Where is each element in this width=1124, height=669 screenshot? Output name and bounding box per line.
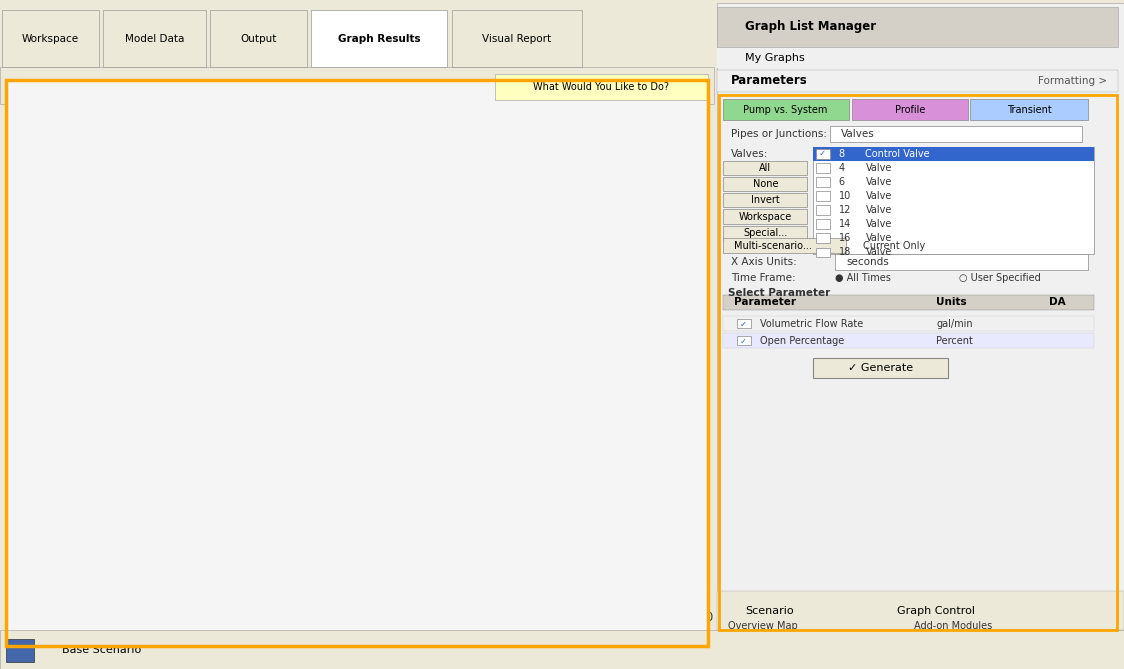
Text: Multi-scenario...: Multi-scenario...	[734, 241, 813, 250]
Text: Pump vs. System: Pump vs. System	[743, 105, 828, 114]
Text: Invert: Invert	[751, 195, 780, 205]
Text: Valve: Valve	[865, 177, 891, 187]
Text: DA: DA	[1049, 298, 1066, 307]
Text: Valve: Valve	[865, 205, 891, 215]
Text: 8: 8	[839, 149, 844, 159]
Text: Valve: Valve	[865, 219, 891, 229]
Text: Workspace: Workspace	[738, 212, 792, 221]
Text: Workspace: Workspace	[22, 35, 79, 44]
Text: 6: 6	[839, 177, 844, 187]
Text: 14: 14	[839, 219, 851, 229]
Text: Select Parameter: Select Parameter	[728, 288, 831, 298]
Text: Valve: Valve	[865, 163, 891, 173]
Text: ○ User Specified: ○ User Specified	[959, 274, 1041, 283]
Text: Valves:: Valves:	[731, 149, 768, 159]
Y-axis label: Volumetric Flow Rat...: Volumetric Flow Rat...	[54, 162, 66, 290]
Text: Parameters: Parameters	[731, 74, 807, 88]
Text: 4: 4	[839, 163, 844, 173]
Text: ✓ Generate: ✓ Generate	[847, 363, 913, 373]
Text: All: All	[760, 163, 771, 173]
Text: Time Frame:: Time Frame:	[731, 274, 795, 283]
Text: Model Data: Model Data	[125, 35, 184, 44]
Y-axis label: Open Percentage (...: Open Percentage (...	[47, 422, 60, 544]
Text: Special...: Special...	[743, 229, 788, 238]
Text: Current Only: Current Only	[863, 241, 925, 250]
Text: Output: Output	[241, 35, 277, 44]
Text: Transient: Transient	[1007, 105, 1051, 114]
Text: ✓: ✓	[818, 149, 825, 159]
Text: seconds: seconds	[846, 258, 889, 267]
Text: Valve: Valve	[865, 191, 891, 201]
Text: Graph List Manager: Graph List Manager	[745, 20, 877, 33]
Legend: Open Percentage - Junction 8: Open Percentage - Junction 8	[483, 571, 696, 596]
Text: Valve: Valve	[865, 248, 891, 257]
Text: Parameter: Parameter	[734, 298, 796, 307]
Text: Volumetric Flow Rate: Volumetric Flow Rate	[760, 320, 863, 329]
Text: None: None	[753, 179, 778, 189]
Text: Pipes or Junctions:: Pipes or Junctions:	[731, 129, 826, 138]
Text: My Graphs: My Graphs	[745, 54, 805, 63]
Text: Overview Map: Overview Map	[728, 621, 798, 630]
Text: Valve: Valve	[865, 233, 891, 243]
Text: Graph Control: Graph Control	[897, 606, 975, 615]
Text: 18: 18	[839, 248, 851, 257]
Text: ✓: ✓	[740, 337, 746, 346]
Legend: Volumetric Flow Rate - Junction 8: Volumetric Flow Rate - Junction 8	[460, 313, 696, 339]
Text: Units: Units	[936, 298, 967, 307]
Text: Base Scenario: Base Scenario	[62, 645, 140, 654]
Text: ● All Times: ● All Times	[835, 274, 891, 283]
Text: Profile: Profile	[895, 105, 925, 114]
Text: What Would You Like to Do?: What Would You Like to Do?	[534, 82, 669, 92]
Text: 16: 16	[839, 233, 851, 243]
Text: Open Percentage: Open Percentage	[760, 337, 844, 346]
Text: Add-on Modules: Add-on Modules	[914, 621, 992, 630]
Text: Formatting >: Formatting >	[1039, 76, 1107, 86]
Text: 12: 12	[839, 205, 851, 215]
Text: Control Valve: Control Valve	[865, 149, 930, 159]
Text: Visual Report: Visual Report	[482, 35, 552, 44]
Text: X Axis Units:: X Axis Units:	[731, 258, 796, 267]
Text: Percent: Percent	[936, 337, 973, 346]
Text: 10: 10	[839, 191, 851, 201]
Text: gal/min: gal/min	[936, 320, 973, 329]
Text: ✓: ✓	[740, 320, 746, 329]
Text: Graph Results: Graph Results	[338, 35, 420, 44]
X-axis label: Time (seconds): Time (seconds)	[341, 631, 457, 646]
Text: Valves: Valves	[841, 129, 874, 138]
Text: Scenario: Scenario	[745, 606, 794, 615]
